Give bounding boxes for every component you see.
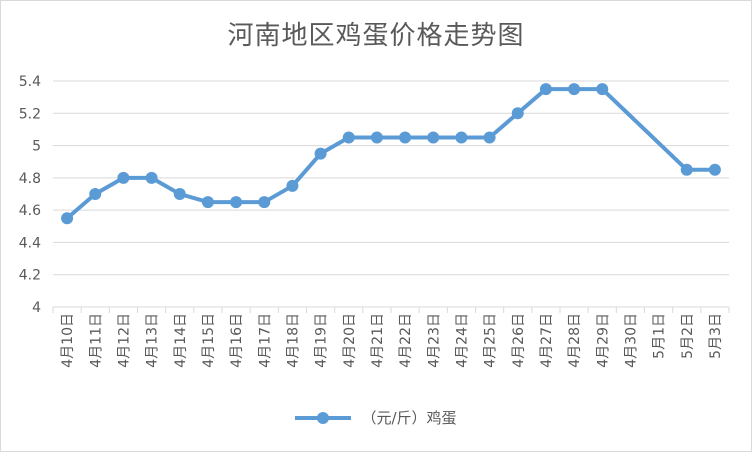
x-tick-label: 4月19日 — [314, 313, 330, 368]
x-tick-label: 4月12日 — [116, 313, 132, 368]
legend-label: （元/斤）鸡蛋 — [361, 409, 457, 427]
data-point — [314, 147, 327, 160]
y-tick-label: 4.2 — [19, 268, 41, 284]
series-line — [65, 87, 715, 220]
x-tick-label: 4月30日 — [623, 313, 639, 368]
x-tick-label: 4月24日 — [454, 313, 470, 368]
data-point — [680, 163, 693, 176]
data-point — [483, 131, 496, 144]
x-tick-label: 4月21日 — [370, 313, 386, 368]
data-point — [61, 212, 74, 225]
x-tick-label: 4月18日 — [285, 313, 301, 368]
data-point — [286, 179, 299, 192]
y-tick-label: 4.8 — [19, 171, 41, 187]
x-tick-label: 4月17日 — [257, 313, 273, 368]
legend: （元/斤）鸡蛋 — [1, 407, 751, 428]
x-tick-label: 4月23日 — [426, 313, 442, 368]
x-tick-label: 4月22日 — [398, 313, 414, 368]
data-point — [201, 196, 214, 209]
data-point — [173, 188, 186, 200]
data-point — [258, 196, 271, 209]
data-point — [511, 107, 524, 120]
x-tick-label: 4月28日 — [567, 313, 583, 368]
x-tick-label: 4月20日 — [342, 313, 358, 368]
y-tick-label: 5 — [32, 139, 41, 155]
x-tick-label: 4月16日 — [229, 313, 245, 368]
x-tick-label: 4月29日 — [595, 313, 611, 368]
x-tick-label: 4月13日 — [145, 313, 161, 368]
x-tick-label: 4月10日 — [60, 313, 76, 368]
x-tick-label: 4月26日 — [511, 313, 527, 368]
x-tick-label: 5月3日 — [708, 313, 724, 359]
y-tick-label: 4.6 — [19, 203, 41, 219]
data-point — [89, 188, 102, 200]
data-point — [596, 83, 609, 96]
data-point — [427, 131, 440, 144]
data-point — [399, 131, 412, 144]
data-point — [539, 83, 552, 96]
x-tick-label: 5月1日 — [652, 313, 668, 359]
y-tick-label: 4 — [32, 300, 41, 316]
y-tick-label: 4.4 — [19, 235, 41, 251]
x-tick-label: 4月11日 — [88, 313, 104, 368]
data-point — [342, 131, 355, 144]
y-tick-label: 5.2 — [19, 106, 41, 122]
x-tick-label: 5月2日 — [680, 313, 696, 359]
x-tick-label: 4月27日 — [539, 313, 555, 368]
data-point — [370, 131, 383, 144]
data-point — [145, 171, 158, 184]
data-point — [455, 131, 468, 144]
x-tick-label: 4月25日 — [483, 313, 499, 368]
chart-title: 河南地区鸡蛋价格走势图 — [227, 21, 525, 51]
legend-line-marker-icon — [295, 411, 352, 424]
data-point — [568, 83, 581, 96]
data-point — [230, 196, 243, 209]
data-point — [117, 171, 130, 184]
x-tick-label: 4月15日 — [201, 313, 217, 368]
x-tick-label: 4月14日 — [173, 313, 189, 368]
data-point — [708, 163, 721, 176]
y-tick-label: 5.4 — [19, 74, 41, 90]
